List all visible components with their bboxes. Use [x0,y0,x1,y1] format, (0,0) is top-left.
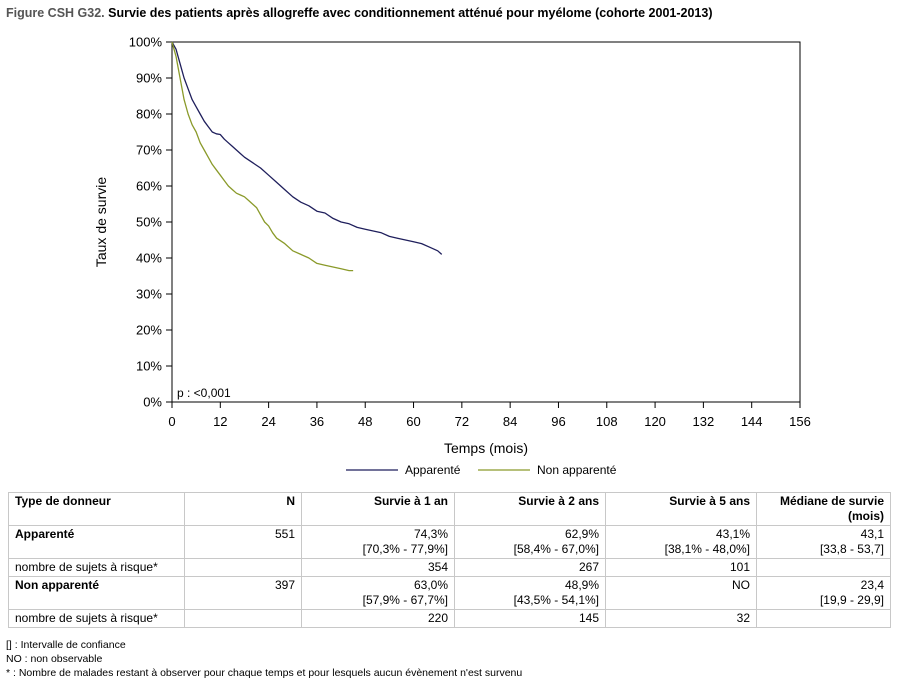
x-axis-label: Temps (mois) [444,440,528,456]
confidence-interval: [38,1% - 48,0%] [664,542,750,556]
confidence-interval: [70,3% - 77,9%] [362,542,448,556]
risk-count: 267 [454,558,606,577]
empty-cell [184,558,302,577]
series-layer [171,41,443,272]
header-median: Médiane de survie (mois) [756,492,891,526]
x-tick-label: 132 [693,414,715,429]
x-tick-label: 36 [310,414,324,429]
y-axis: 0% 10% 20% 30% 40% 50% 60% 70% 80% 90% 100% [129,35,172,410]
header-survival-5y: Survie à 5 ans [605,492,757,526]
group-n: 551 [184,525,302,559]
y-tick-label: 30% [136,287,162,302]
header-n: N [184,492,302,526]
x-tick-label: 12 [213,414,227,429]
series-line-non-apparente [171,41,354,272]
survival-value: 48,9% [564,578,599,592]
survival-1y-cell: 63,0% [57,9% - 67,7%] [301,576,455,610]
empty-cell [756,558,891,577]
survival-value: 74,3% [413,527,448,541]
confidence-interval: [33,8 - 53,7] [819,542,884,556]
y-tick-label: 60% [136,179,162,194]
survival-2y-cell: 48,9% [43,5% - 54,1%] [454,576,606,610]
survival-table: Type de donneur N Survie à 1 an Survie à… [8,492,891,628]
x-axis: 0 12 24 36 48 60 72 84 96 108 120 132 144 156 [168,402,811,429]
series-line-apparente [171,41,443,255]
legend-label-non-apparente: Non apparenté [537,463,617,477]
y-tick-label: 0% [143,395,162,410]
table-header-row: Type de donneur N Survie à 1 an Survie à… [8,492,891,526]
empty-cell [184,609,302,628]
survival-value: 62,9% [564,527,599,541]
risk-label: nombre de sujets à risque* [8,558,185,577]
x-tick-label: 96 [551,414,565,429]
group-n: 397 [184,576,302,610]
table-row: nombre de sujets à risque* 354 267 101 [8,558,891,577]
table-row: Apparenté 551 74,3% [70,3% - 77,9%] 62,9%… [8,525,891,559]
legend: Apparenté Non apparenté [346,463,617,477]
group-name: Apparenté [8,525,185,559]
legend-label-apparente: Apparenté [405,463,461,477]
survival-chart: 0% 10% 20% 30% 40% 50% 60% 70% 80% 90% 100% 0 12 24 3… [93,35,811,478]
p-value-annotation: p : <0,001 [177,386,231,400]
confidence-interval: [57,9% - 67,7%] [362,593,448,607]
survival-value: 63,0% [413,578,448,592]
header-donor-type: Type de donneur [8,492,185,526]
survival-5y-cell: NO [605,576,757,610]
x-tick-label: 156 [789,414,811,429]
group-name: Non apparenté [8,576,185,610]
confidence-interval: [58,4% - 67,0%] [513,542,599,556]
plot-frame [171,41,801,403]
y-tick-label: 10% [136,359,162,374]
y-tick-label: 50% [136,215,162,230]
risk-label: nombre de sujets à risque* [8,609,185,628]
x-tick-label: 108 [596,414,618,429]
footnote: NO : non observable [6,653,103,665]
median-cell: 43,1 [33,8 - 53,7] [756,525,891,559]
survival-value: 43,1% [715,527,750,541]
x-tick-label: 48 [358,414,372,429]
y-tick-label: 90% [136,71,162,86]
header-survival-2y: Survie à 2 ans [454,492,606,526]
table-row: nombre de sujets à risque* 220 145 32 [8,609,891,628]
empty-cell [756,609,891,628]
confidence-interval: [19,9 - 29,9] [819,593,884,607]
risk-count: 220 [301,609,455,628]
x-tick-label: 0 [168,414,175,429]
footnote: * : Nombre de malades restant à observer… [6,667,523,679]
survival-2y-cell: 62,9% [58,4% - 67,0%] [454,525,606,559]
figure-title: Figure CSH G32. Survie des patients aprè… [6,6,712,20]
x-tick-label: 72 [455,414,469,429]
risk-count: 354 [301,558,455,577]
risk-count: 101 [605,558,757,577]
footnotes: [] : Intervalle de confiance NO : non ob… [6,638,522,680]
y-tick-label: 20% [136,323,162,338]
y-tick-label: 70% [136,143,162,158]
y-axis-label: Taux de survie [93,177,109,267]
median-cell: 23,4 [19,9 - 29,9] [756,576,891,610]
x-tick-label: 60 [406,414,420,429]
footnote: [] : Intervalle de confiance [6,639,126,651]
y-tick-label: 100% [129,35,163,50]
survival-1y-cell: 74,3% [70,3% - 77,9%] [301,525,455,559]
table-row: Non apparenté 397 63,0% [57,9% - 67,7%] 4… [8,576,891,610]
x-tick-label: 120 [644,414,666,429]
survival-value: NO [732,578,750,592]
y-tick-label: 80% [136,107,162,122]
figure-title-text: Survie des patients après allogreffe ave… [108,6,713,20]
risk-count: 32 [605,609,757,628]
survival-5y-cell: 43,1% [38,1% - 48,0%] [605,525,757,559]
confidence-interval: [43,5% - 54,1%] [513,593,599,607]
x-tick-label: 24 [261,414,275,429]
x-tick-label: 144 [741,414,763,429]
figure-label: Figure CSH G32. [6,6,105,20]
x-tick-label: 84 [503,414,517,429]
risk-count: 145 [454,609,606,628]
median-value: 43,1 [860,527,884,541]
median-value: 23,4 [860,578,884,592]
y-tick-label: 40% [136,251,162,266]
header-survival-1y: Survie à 1 an [301,492,455,526]
